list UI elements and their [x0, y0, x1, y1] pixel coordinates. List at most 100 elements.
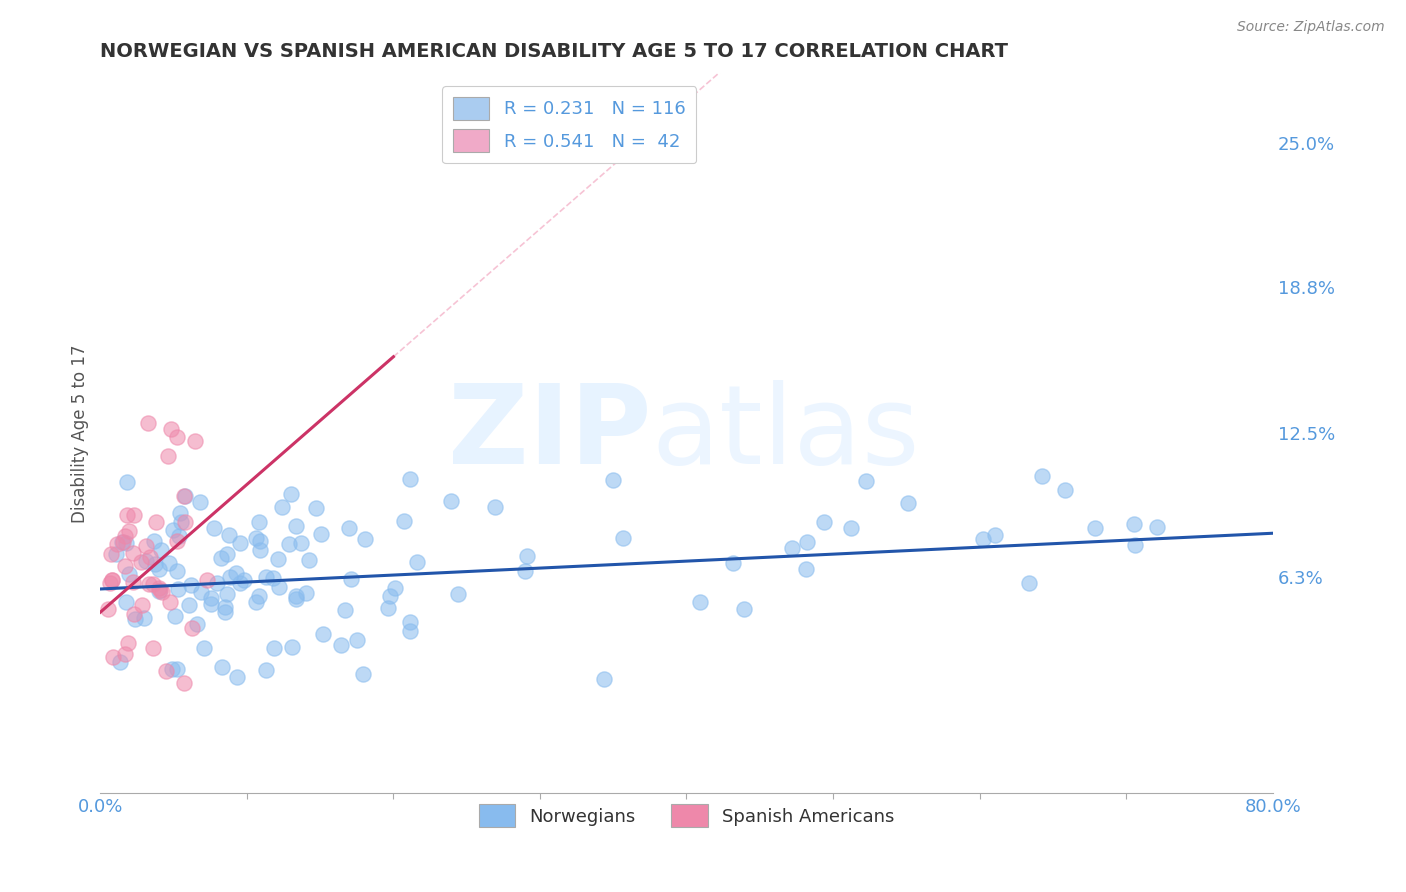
Norwegians	[200, 591, 222, 606]
Norwegians	[392, 514, 415, 528]
Norwegians	[162, 523, 184, 537]
Norwegians	[1122, 516, 1144, 531]
Norwegians	[167, 529, 190, 543]
Norwegians	[118, 566, 141, 581]
Spanish Americans	[114, 647, 136, 661]
Spanish Americans	[122, 575, 145, 590]
Norwegians	[280, 486, 302, 500]
Norwegians	[796, 535, 818, 549]
Text: Source: ZipAtlas.com: Source: ZipAtlas.com	[1237, 20, 1385, 34]
Norwegians	[188, 495, 211, 509]
Norwegians	[262, 570, 284, 584]
Norwegians	[281, 640, 304, 654]
Norwegians	[249, 543, 271, 558]
Norwegians	[689, 595, 711, 609]
Norwegians	[249, 533, 271, 548]
Spanish Americans	[142, 640, 165, 655]
Norwegians	[209, 550, 232, 565]
Norwegians	[217, 587, 239, 601]
Norwegians	[377, 600, 399, 615]
Spanish Americans	[136, 416, 159, 430]
Norwegians	[180, 578, 202, 592]
Norwegians	[1146, 519, 1168, 533]
Norwegians	[897, 496, 920, 510]
Norwegians	[166, 564, 188, 578]
Spanish Americans	[98, 575, 121, 590]
Spanish Americans	[101, 573, 124, 587]
Spanish Americans	[139, 550, 162, 565]
Norwegians	[169, 506, 191, 520]
Text: atlas: atlas	[651, 380, 920, 487]
Norwegians	[202, 521, 225, 535]
Norwegians	[278, 537, 301, 551]
Spanish Americans	[117, 636, 139, 650]
Norwegians	[304, 501, 326, 516]
Norwegians	[226, 670, 249, 684]
Norwegians	[337, 521, 360, 535]
Norwegians	[245, 594, 267, 608]
Norwegians	[117, 475, 139, 489]
Norwegians	[135, 554, 157, 568]
Norwegians	[780, 541, 803, 556]
Spanish Americans	[184, 434, 207, 449]
Norwegians	[352, 666, 374, 681]
Norwegians	[399, 624, 422, 638]
Spanish Americans	[112, 535, 135, 549]
Norwegians	[177, 598, 200, 612]
Spanish Americans	[135, 539, 157, 553]
Norwegians	[269, 580, 291, 594]
Spanish Americans	[121, 546, 143, 560]
Spanish Americans	[122, 508, 145, 523]
Spanish Americans	[114, 529, 136, 543]
Spanish Americans	[173, 490, 195, 504]
Norwegians	[484, 500, 506, 515]
Norwegians	[104, 547, 127, 561]
Norwegians	[1084, 521, 1107, 535]
Norwegians	[263, 641, 285, 656]
Norwegians	[1123, 538, 1146, 552]
Norwegians	[167, 582, 190, 596]
Norwegians	[405, 555, 427, 569]
Norwegians	[233, 573, 256, 587]
Norwegians	[733, 602, 755, 616]
Norwegians	[115, 595, 138, 609]
Norwegians	[162, 662, 184, 676]
Norwegians	[270, 500, 292, 515]
Norwegians	[143, 558, 166, 572]
Norwegians	[516, 549, 538, 563]
Norwegians	[855, 474, 877, 488]
Norwegians	[399, 472, 422, 486]
Norwegians	[309, 527, 332, 541]
Spanish Americans	[150, 584, 173, 599]
Norwegians	[312, 627, 335, 641]
Spanish Americans	[129, 555, 152, 569]
Norwegians	[207, 575, 229, 590]
Norwegians	[214, 605, 236, 619]
Norwegians	[284, 591, 307, 606]
Norwegians	[215, 548, 238, 562]
Norwegians	[399, 615, 422, 629]
Norwegians	[813, 515, 835, 529]
Norwegians	[148, 584, 170, 599]
Norwegians	[200, 597, 222, 611]
Spanish Americans	[145, 516, 167, 530]
Norwegians	[972, 533, 994, 547]
Norwegians	[159, 556, 181, 570]
Norwegians	[266, 552, 288, 566]
Spanish Americans	[101, 574, 124, 588]
Text: ZIP: ZIP	[449, 380, 651, 487]
Norwegians	[295, 586, 318, 600]
Norwegians	[148, 562, 170, 576]
Norwegians	[219, 570, 242, 584]
Norwegians	[284, 519, 307, 533]
Norwegians	[110, 655, 132, 669]
Norwegians	[602, 473, 624, 487]
Y-axis label: Disability Age 5 to 17: Disability Age 5 to 17	[72, 344, 89, 523]
Norwegians	[298, 553, 321, 567]
Norwegians	[211, 660, 233, 674]
Spanish Americans	[97, 601, 120, 615]
Norwegians	[340, 572, 363, 586]
Spanish Americans	[166, 430, 188, 444]
Norwegians	[984, 528, 1007, 542]
Norwegians	[247, 589, 270, 603]
